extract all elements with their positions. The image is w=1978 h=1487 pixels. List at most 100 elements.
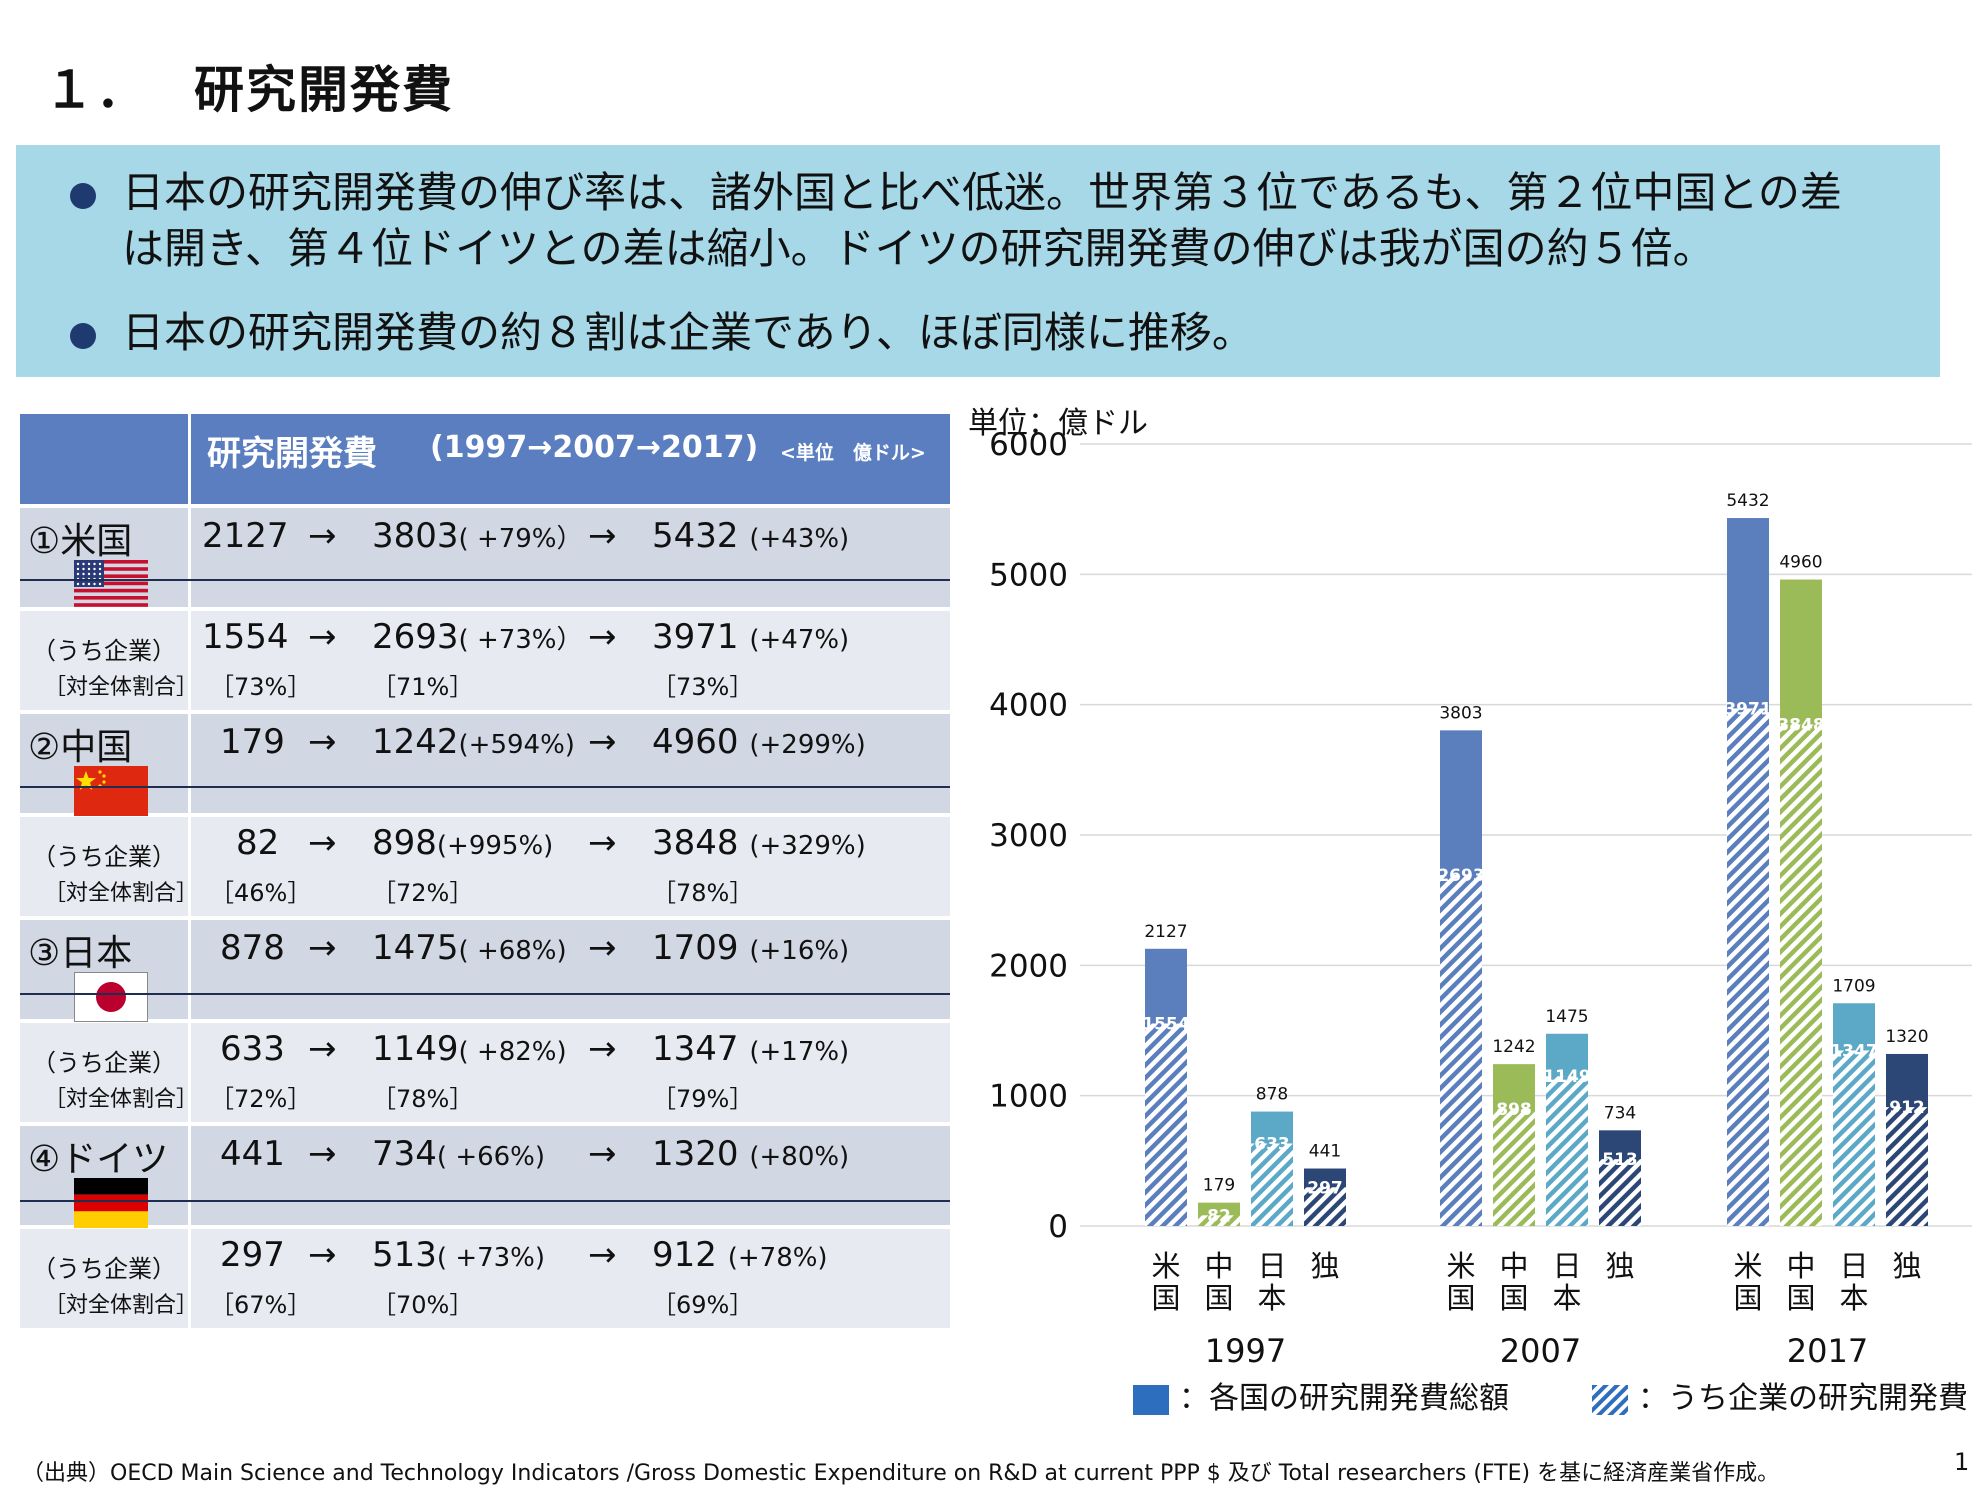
corp-share-label: ［対全体割合］ [44, 675, 199, 700]
x-tick-label: 独 [1892, 1249, 1921, 1283]
table-separator [20, 786, 950, 788]
chart-unit-label: 単位：億ドル [968, 406, 1148, 441]
column-divider [188, 1126, 191, 1225]
x-tick-label: 本 [1839, 1281, 1868, 1315]
page-title: １． 研究開発費 [44, 50, 454, 122]
data-label-total: 1242 [1492, 1037, 1535, 1057]
corp-share-label: ［対全体割合］ [44, 1087, 199, 1112]
corp-label: （うち企業） [32, 843, 176, 871]
title-number: １． [44, 61, 148, 119]
corp-share-2007: ［72%］ [372, 879, 474, 907]
x-group-label: 2017 [1787, 1332, 1868, 1370]
arrow-icon: → [308, 823, 337, 863]
y-tick-label: 3000 [989, 818, 1068, 854]
bar-corporate [1493, 1108, 1535, 1226]
value-2017: 4960 (+299%) [652, 722, 866, 762]
x-tick-label: 米 [1733, 1249, 1762, 1283]
arrow-icon: → [308, 1029, 337, 1069]
legend-total-label: ：各国の研究開発費総額 [1179, 1381, 1509, 1416]
corp-share-1997: ［67%］ [210, 1291, 312, 1319]
bar-corporate [1833, 1050, 1875, 1226]
corp-value-2007: 1149( +82%) [372, 1029, 567, 1069]
value-2017: 5432 (+43%) [652, 516, 850, 556]
corp-value-2007: 2693( +73%） [372, 617, 583, 657]
japan-flag-icon [74, 972, 148, 1022]
corp-label-cell: （うち企業） ［対全体割合］ [20, 817, 198, 916]
table-row-corporate: （うち企業） ［対全体割合］ 633 → 1149( +82%) → 1347 (+17%)… [20, 1023, 950, 1122]
value-1997: 878 [220, 928, 285, 968]
growth-2007: ( +79%） [458, 524, 583, 554]
corp-label: （うち企業） [32, 1255, 176, 1283]
data-label-corporate: 3971 [1724, 699, 1771, 719]
corp-value-2017: 3848 (+329%) [652, 823, 866, 863]
data-label-total: 734 [1604, 1103, 1636, 1123]
table-separator [20, 993, 950, 995]
bar-corporate [1198, 1215, 1240, 1226]
x-tick-label: 独 [1605, 1249, 1634, 1283]
corp-value-1997: 633 [220, 1029, 285, 1069]
corp-share-2007: ［78%］ [372, 1085, 474, 1113]
value-1997: 2127 [202, 516, 289, 556]
data-label-corporate: 912 [1889, 1098, 1925, 1118]
bullet-line-1: 日本の研究開発費の伸び率は、諸外国と比べ低迷。世界第３位であるも、第２位中国との… [122, 168, 1842, 217]
arrow-icon: → [588, 1235, 617, 1275]
corp-growth-2017: (+78%) [727, 1243, 828, 1273]
y-tick-label: 2000 [989, 948, 1068, 984]
corp-growth-2007: (+995%) [436, 831, 554, 861]
growth-2017: (+80%) [749, 1142, 850, 1172]
x-group-label: 2007 [1500, 1332, 1581, 1370]
country-cell: ①米国 [20, 508, 188, 607]
x-tick-label: 日 [1257, 1249, 1286, 1283]
value-2007: 1242(+594%) [372, 722, 575, 762]
bar-corporate [1304, 1187, 1346, 1226]
legend-corp-label: ：うち企業の研究開発費 [1638, 1381, 1968, 1416]
table-separator [20, 579, 950, 581]
summary-box: 日本の研究開発費の伸び率は、諸外国と比べ低迷。世界第３位であるも、第２位中国との… [16, 145, 1940, 377]
y-tick-label: 1000 [989, 1079, 1068, 1115]
corp-value-2007: 513( +73%) [372, 1235, 546, 1275]
corp-growth-2017: (+329%) [749, 831, 866, 861]
corp-label-cell: （うち企業） ［対全体割合］ [20, 611, 198, 710]
summary-bullet-2: 日本の研究開発費の約８割は企業であり、ほぼ同様に推移。 [70, 305, 1910, 361]
value-2007: 1475( +68%) [372, 928, 567, 968]
column-divider [188, 508, 191, 607]
corp-share-2017: ［73%］ [652, 673, 754, 701]
table-row-corporate: （うち企業） ［対全体割合］ 82 → 898(+995%) → 3848 (+329%) ［… [20, 817, 950, 916]
column-divider [188, 611, 191, 710]
header-title: 研究開発費 [207, 434, 377, 474]
corp-share-label: ［対全体割合］ [44, 881, 199, 906]
country-name: ④ドイツ [28, 1139, 169, 1180]
value-2007: 3803( +79%） [372, 516, 583, 556]
arrow-icon: → [308, 928, 337, 968]
legend-total: ：各国の研究開発費総額 [1133, 1373, 1509, 1417]
data-label-total: 4960 [1779, 553, 1822, 573]
table-row-corporate: （うち企業） ［対全体割合］ 1554 → 2693( +73%） → 3971 (+47%… [20, 611, 950, 710]
bullet-line-2: は開き、第４位ドイツとの差は縮小。ドイツの研究開発費の伸びは我が国の約５倍。 [122, 224, 1715, 273]
y-tick-label: 0 [1048, 1209, 1068, 1245]
x-group-label: 1997 [1205, 1332, 1286, 1370]
source-note: （出典）OECD Main Science and Technology Ind… [22, 1461, 1780, 1486]
data-label-total: 441 [1309, 1142, 1341, 1162]
corp-label-cell: （うち企業） ［対全体割合］ [20, 1023, 198, 1122]
table-row-total: ④ドイツ 441 → 734( +66%) → 1320 (+80%) [20, 1126, 950, 1228]
corp-value-2017: 912 (+78%) [652, 1235, 828, 1275]
bar-corporate [1440, 875, 1482, 1226]
corp-growth-2007: ( +82%) [458, 1037, 567, 1067]
corp-share-2017: ［69%］ [652, 1291, 754, 1319]
bar-corporate [1886, 1107, 1928, 1226]
arrow-icon: → [588, 1029, 617, 1069]
country-cell: ④ドイツ [20, 1126, 188, 1228]
x-tick-label: 国 [1733, 1281, 1762, 1315]
corp-growth-2007: ( +73%) [436, 1243, 546, 1273]
bullet-dot-icon [70, 183, 96, 209]
bullet-line-3: 日本の研究開発費の約８割は企業であり、ほぼ同様に推移。 [122, 308, 1254, 357]
value-1997: 179 [220, 722, 285, 762]
data-label-total: 1709 [1832, 976, 1875, 996]
corp-share-1997: ［72%］ [210, 1085, 312, 1113]
legend-corp: ：うち企業の研究開発費 [1592, 1373, 1968, 1417]
table-row-corporate: （うち企業） ［対全体割合］ 297 → 513( +73%) → 912 (+78%) ［6… [20, 1229, 950, 1328]
header-unit: <単位 億ドル> [780, 442, 926, 464]
bar-corporate [1780, 724, 1822, 1226]
corp-growth-2007: ( +73%） [458, 625, 583, 655]
china-flag-icon [74, 766, 148, 816]
